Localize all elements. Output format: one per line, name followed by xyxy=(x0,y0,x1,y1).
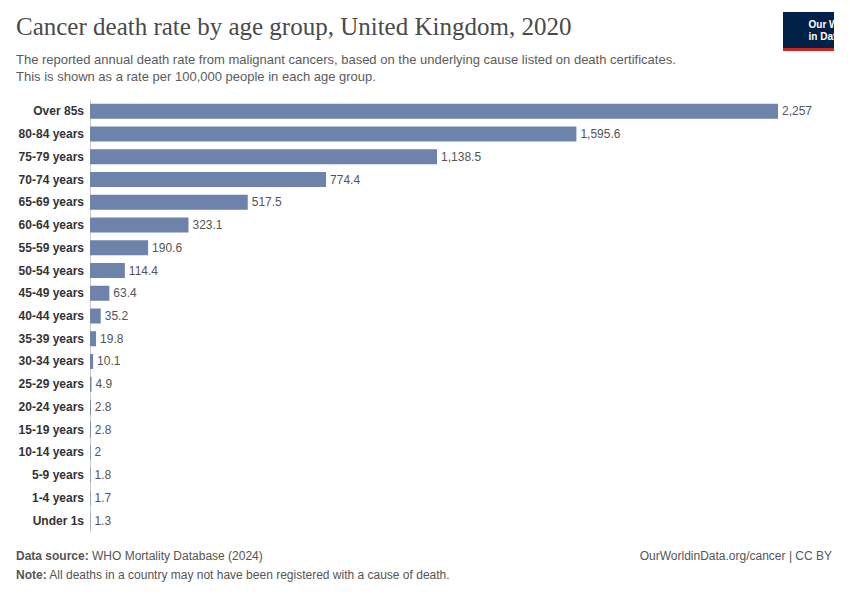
svg-text:15-19 years: 15-19 years xyxy=(19,423,85,437)
svg-text:40-44 years: 40-44 years xyxy=(19,309,85,323)
svg-text:55-59 years: 55-59 years xyxy=(19,241,85,255)
svg-text:75-79 years: 75-79 years xyxy=(19,150,85,164)
svg-text:1.3: 1.3 xyxy=(94,514,111,528)
svg-text:This is shown as a rate per 10: This is shown as a rate per 100,000 peop… xyxy=(16,69,376,84)
svg-text:190.6: 190.6 xyxy=(152,241,182,255)
svg-text:1,595.6: 1,595.6 xyxy=(580,127,620,141)
svg-text:WHO Mortality Database (2024): WHO Mortality Database (2024) xyxy=(89,549,263,563)
svg-text:2.8: 2.8 xyxy=(95,400,112,414)
svg-text:1.8: 1.8 xyxy=(95,468,112,482)
svg-text:All deaths in a country may no: All deaths in a country may not have bee… xyxy=(47,568,450,582)
svg-text:35.2: 35.2 xyxy=(105,309,129,323)
svg-text:10.1: 10.1 xyxy=(97,354,121,368)
svg-text:Data source:: Data source: xyxy=(16,549,89,563)
svg-text:45-49 years: 45-49 years xyxy=(19,286,85,300)
svg-text:70-74 years: 70-74 years xyxy=(19,173,85,187)
svg-text:35-39 years: 35-39 years xyxy=(19,332,85,346)
svg-text:Under 1s: Under 1s xyxy=(33,514,85,528)
svg-text:1-4 years: 1-4 years xyxy=(32,491,84,505)
svg-text:2: 2 xyxy=(95,445,102,459)
svg-text:2,257: 2,257 xyxy=(782,104,812,118)
svg-text:114.4: 114.4 xyxy=(129,264,158,278)
svg-text:4.9: 4.9 xyxy=(95,377,112,391)
svg-text:30-34 years: 30-34 years xyxy=(19,354,85,368)
svg-text:Our World: Our World xyxy=(809,19,850,30)
svg-text:Note:: Note: xyxy=(16,568,47,582)
svg-text:517.5: 517.5 xyxy=(252,195,282,209)
svg-text:2.8: 2.8 xyxy=(95,423,112,437)
svg-text:Over 85s: Over 85s xyxy=(33,104,84,118)
svg-text:1.7: 1.7 xyxy=(95,491,112,505)
svg-text:80-84 years: 80-84 years xyxy=(19,127,85,141)
svg-text:774.4: 774.4 xyxy=(330,173,360,187)
svg-text:OurWorldinData.org/cancer | CC: OurWorldinData.org/cancer | CC BY xyxy=(640,549,832,563)
svg-text:The reported annual death rate: The reported annual death rate from mali… xyxy=(16,52,679,67)
svg-text:60-64 years: 60-64 years xyxy=(19,218,85,232)
svg-text:25-29 years: 25-29 years xyxy=(19,377,85,391)
svg-text:20-24 years: 20-24 years xyxy=(19,400,85,414)
svg-text:65-69 years: 65-69 years xyxy=(19,195,85,209)
svg-text:Cancer death rate by age group: Cancer death rate by age group, United K… xyxy=(16,13,571,40)
svg-text:63.4: 63.4 xyxy=(113,286,137,300)
svg-text:19.8: 19.8 xyxy=(100,332,124,346)
svg-text:50-54 years: 50-54 years xyxy=(19,264,85,278)
svg-text:in Data: in Data xyxy=(809,31,843,42)
svg-text:323.1: 323.1 xyxy=(192,218,222,232)
svg-text:1,138.5: 1,138.5 xyxy=(441,150,481,164)
svg-text:10-14 years: 10-14 years xyxy=(19,445,85,459)
svg-text:5-9 years: 5-9 years xyxy=(32,468,84,482)
